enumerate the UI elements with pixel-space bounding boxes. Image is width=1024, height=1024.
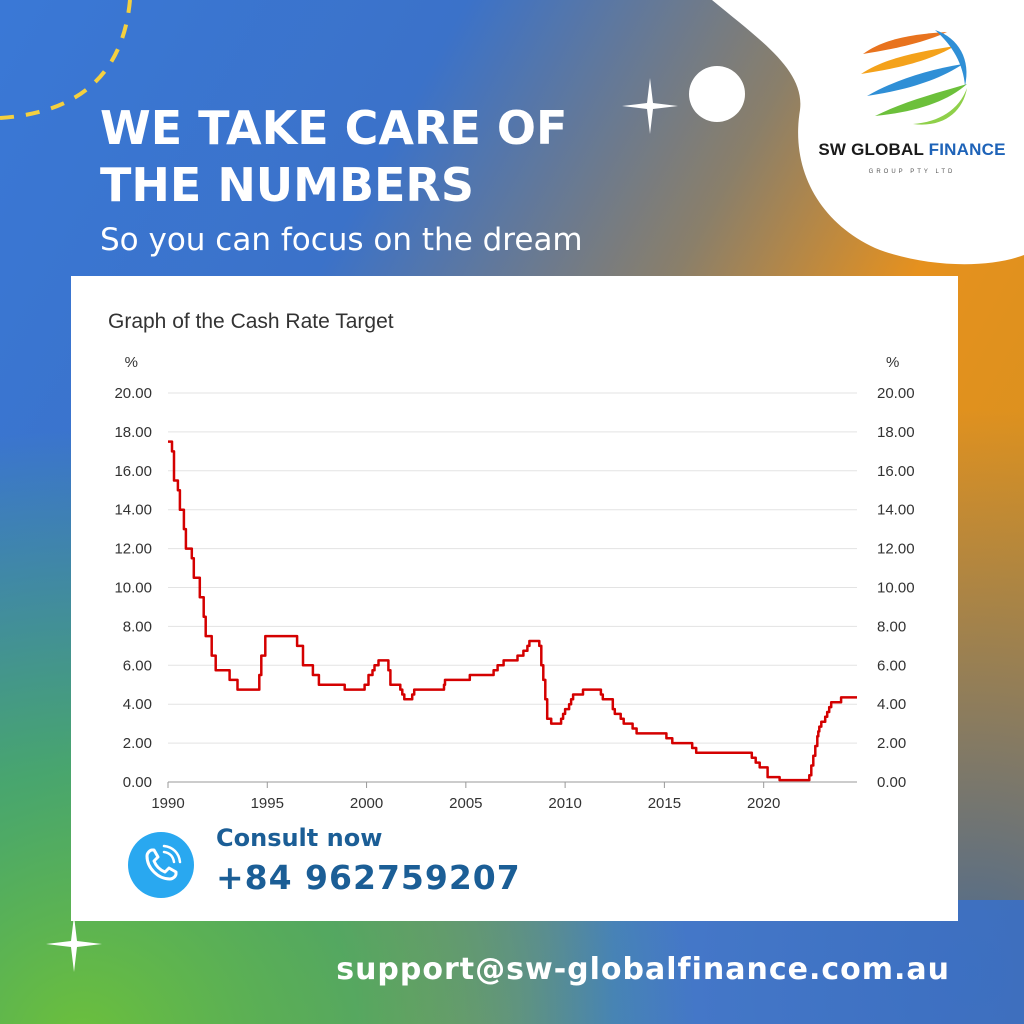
x-tick-label: 2015: [648, 795, 681, 812]
y-tick-label-left: 12.00: [114, 541, 152, 558]
y-tick-label-right: 18.00: [877, 424, 915, 441]
y-tick-label-left: 10.00: [114, 580, 152, 597]
y-tick-label-left: 16.00: [114, 463, 152, 480]
y-tick-label-right: 4.00: [877, 696, 906, 713]
cash-rate-chart: 0.00 2.00 4.00 6.00 8.00 10.00 12.00 14.00 16.00…: [114, 354, 915, 812]
logo-blob: [712, 0, 1024, 265]
y-tick-label-right: 10.00: [877, 580, 915, 597]
y-tick-label-left: 2.00: [123, 735, 152, 752]
y-tick-label-right: 16.00: [877, 463, 915, 480]
x-tick-label: 1990: [151, 795, 184, 812]
support-email[interactable]: support@sw-globalfinance.com.au: [336, 952, 950, 987]
y-tick-label-left: 0.00: [123, 774, 152, 791]
x-tick-label: 1995: [251, 795, 284, 812]
headline: WE TAKE CARE OF THE NUMBERS: [100, 101, 568, 212]
y-tick-label-left: 4.00: [123, 696, 152, 713]
x-tick-label: 2005: [449, 795, 482, 812]
x-tick-label: 2010: [548, 795, 581, 812]
x-tick-label: 2020: [747, 795, 780, 812]
brand-tagline: GROUP PTY LTD: [868, 169, 956, 175]
brand-name: SW GLOBAL FINANCE: [818, 140, 1006, 159]
phone-number[interactable]: +84 962759207: [216, 858, 521, 897]
dashed-arc-decoration: [0, 0, 132, 120]
y-tick-label-left: 8.00: [123, 618, 152, 635]
y-tick-label-left: 14.00: [114, 502, 152, 519]
logo-swirl-icon: [861, 30, 967, 125]
y-tick-label-right: 0.00: [877, 774, 906, 791]
chart-title: Graph of the Cash Rate Target: [108, 310, 394, 333]
x-tick-label: 2000: [350, 795, 383, 812]
decorative-circle: [689, 66, 745, 122]
sparkle-icon: [622, 78, 678, 134]
y-tick-label-right: 8.00: [877, 618, 906, 635]
y-tick-label-right: 14.00: [877, 502, 915, 519]
y-tick-label-right: 2.00: [877, 735, 906, 752]
subheadline: So you can focus on the dream: [100, 222, 583, 258]
y-tick-label-left: 6.00: [123, 657, 152, 674]
consult-cta[interactable]: Consult now: [216, 824, 383, 852]
y-axis-unit-left: %: [125, 354, 138, 371]
sparkle-icon: [46, 916, 102, 972]
y-tick-label-left: 20.00: [114, 385, 152, 402]
y-tick-label-right: 6.00: [877, 657, 906, 674]
chart-panel: 0.00 2.00 4.00 6.00 8.00 10.00 12.00 14.00 16.00…: [71, 276, 958, 921]
series-line-cash-rate: [168, 440, 857, 782]
phone-icon[interactable]: [128, 832, 194, 898]
y-tick-label-right: 12.00: [877, 541, 915, 558]
y-axis-unit-right: %: [886, 354, 899, 371]
y-tick-label-right: 20.00: [877, 385, 915, 402]
y-tick-label-left: 18.00: [114, 424, 152, 441]
